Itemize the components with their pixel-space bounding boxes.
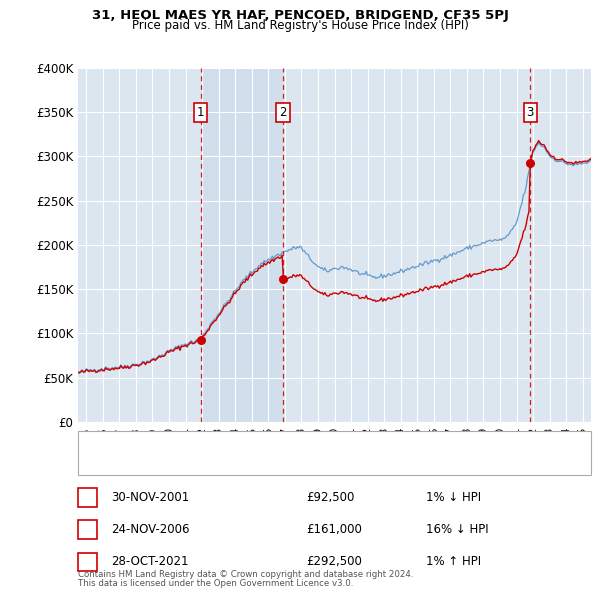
Text: £92,500: £92,500 [306, 490, 355, 504]
Text: Contains HM Land Registry data © Crown copyright and database right 2024.: Contains HM Land Registry data © Crown c… [78, 571, 413, 579]
Text: This data is licensed under the Open Government Licence v3.0.: This data is licensed under the Open Gov… [78, 579, 353, 588]
Text: 2: 2 [280, 106, 287, 119]
Text: 24-NOV-2006: 24-NOV-2006 [111, 523, 190, 536]
Text: 3: 3 [84, 555, 91, 569]
Bar [201, 68, 283, 422]
Text: £161,000: £161,000 [306, 523, 362, 536]
Text: 30-NOV-2001: 30-NOV-2001 [111, 490, 189, 504]
Text: 31, HEOL MAES YR HAF, PENCOED, BRIDGEND, CF35 5PJ: 31, HEOL MAES YR HAF, PENCOED, BRIDGEND,… [92, 9, 508, 22]
Text: 1: 1 [84, 490, 91, 504]
Text: 1% ↑ HPI: 1% ↑ HPI [426, 555, 481, 569]
Text: 1% ↓ HPI: 1% ↓ HPI [426, 490, 481, 504]
Text: 16% ↓ HPI: 16% ↓ HPI [426, 523, 488, 536]
Text: HPI: Average price, detached house, Bridgend: HPI: Average price, detached house, Brid… [124, 457, 364, 467]
Text: 31, HEOL MAES YR HAF, PENCOED, BRIDGEND, CF35 5PJ (detached house): 31, HEOL MAES YR HAF, PENCOED, BRIDGEND,… [124, 439, 512, 448]
Text: Price paid vs. HM Land Registry's House Price Index (HPI): Price paid vs. HM Land Registry's House … [131, 19, 469, 32]
Text: 28-OCT-2021: 28-OCT-2021 [111, 555, 188, 569]
Text: 3: 3 [527, 106, 534, 119]
Text: £292,500: £292,500 [306, 555, 362, 569]
Text: 2: 2 [84, 523, 91, 536]
Text: 1: 1 [197, 106, 205, 119]
